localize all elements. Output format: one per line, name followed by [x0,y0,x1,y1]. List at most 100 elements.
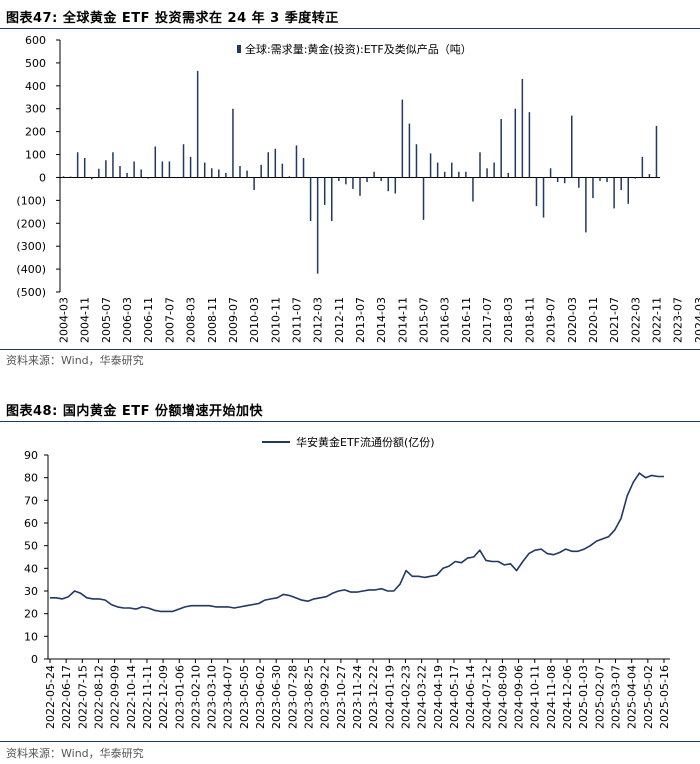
chart2-x-tick-label: 2023-01-06 [173,665,186,729]
chart1-bar [140,169,142,178]
chart1-bar [253,177,255,191]
chart1-bar [239,166,241,178]
chart1-bar [126,172,128,178]
chart1-legend-swatch [237,45,241,53]
chart1-bar [493,162,495,178]
chart1-y-tick-label: 500 [25,57,46,70]
chart1-bar [338,177,340,181]
chart1-bar [267,152,269,178]
chart1-x-tick-label: 2006-11 [142,297,155,343]
chart1-bar [507,172,509,178]
chart2-x-tick-label: 2023-06-02 [254,665,267,729]
chart2-x-tick-label: 2023-07-28 [286,665,299,729]
chart1-bar [62,176,65,178]
chart1-bar [91,177,93,180]
chart1-bar [133,161,135,178]
chart2-x-tick-label: 2022-08-12 [92,665,105,729]
chart1-bar [105,160,107,178]
chart1-x-tick-label: 2018-03 [502,297,515,343]
chart1-bar [345,177,347,185]
chart1-x-tick-label: 2018-11 [523,297,536,343]
chart1-bar [641,156,644,178]
chart1-x-tick-label: 2024-03 [693,297,700,343]
chart1-bar [246,170,248,178]
chart1-bar [479,152,481,178]
chart2-x-tick-label: 2023-06-30 [270,665,283,729]
chart1-bar [521,78,524,178]
chart1-y-tick-label: (400) [16,263,46,276]
chart1-x-tick-label: 2017-07 [481,297,494,343]
chart1-bar [578,177,580,188]
chart2-bottom-rule [0,741,700,742]
chart1-y-tick-label: (500) [16,286,46,299]
chart1-bar [613,177,615,209]
chart1-bar [295,145,298,178]
chart1-bar [429,153,432,178]
chart1-bar [302,157,305,178]
chart1-y-tick-label: 100 [25,149,46,162]
chart1-bar [535,177,538,207]
chart2-y-tick-label: 10 [24,630,38,643]
chart1-bar [189,156,192,178]
chart2-y-tick-label: 80 [24,472,38,485]
chart2-x-tick-label: 2024-10-11 [529,665,542,729]
chart2-x-tick-label: 2024-04-19 [432,665,445,729]
chart1-bar [620,177,622,191]
chart1-x-tick-label: 2022-11 [650,297,663,343]
chart1-bar [316,177,319,274]
chart2-y-tick-label: 70 [24,494,38,507]
chart1-bar [655,125,658,178]
chart1-y-tick-label: 0 [39,171,46,184]
chart1-bar [422,177,425,220]
chart1-bar [260,164,262,178]
chart1-x-tick-label: 2011-07 [290,297,303,343]
chart1-source: 资料来源：Wind，华泰研究 [6,354,144,367]
chart1-x-tick-label: 2016-11 [460,297,473,343]
chart2-x-tick-label: 2024-08-09 [496,665,509,729]
chart1-bar [380,177,382,181]
chart1-bar [112,152,114,178]
chart1-x-tick-label: 2014-03 [375,297,388,343]
chart1-bar [359,177,361,196]
chart1-bar [563,177,566,184]
chart1-y-tick-label: (200) [16,217,46,230]
chart1-bar [571,115,573,178]
chart1-bar [472,177,474,202]
chart2-x-tick-label: 2025-02-07 [593,665,606,729]
chart1-bar [401,99,404,178]
chart2-y-tick-label: 90 [24,449,38,462]
chart1-bar [394,177,397,194]
chart1-x-tick-label: 2008-03 [185,297,198,343]
chart2-x-tick-label: 2023-10-27 [335,665,348,729]
chart2-y-tick-label: 0 [31,653,38,666]
chart1-bar [147,177,149,179]
chart1-bar [627,177,629,204]
chart2-x-tick-label: 2023-12-22 [367,665,380,729]
chart1-bar [542,177,545,218]
chart1-title: 图表47: 全球黄金 ETF 投资需求在 24 年 3 季度转正 [6,11,339,26]
chart2-x-tick-label: 2024-09-06 [513,665,526,729]
chart2-source: 资料来源：Wind，华泰研究 [6,747,144,760]
chart1-x-tick-label: 2023-07 [672,297,685,343]
chart2-x-tick-label: 2023-11-24 [351,665,364,729]
chart1-bar [528,112,531,178]
chart1-bar [288,176,291,178]
chart2-x-tick-label: 2022-09-09 [109,665,122,729]
chart2-x-tick-label: 2023-02-10 [189,665,202,729]
chart1-bar [119,166,121,178]
chart1-x-tick-label: 2009-07 [227,297,240,343]
chart1-bar [387,177,389,192]
chart1-x-tick-label: 2012-03 [312,297,325,343]
chart1-x-tick-label: 2010-03 [248,297,261,343]
chart2-x-tick-label: 2024-06-14 [464,665,477,729]
chart1-legend-label: 全球:需求量:黄金(投资):ETF及类似产品（吨） [245,42,472,56]
chart2-x-tick-label: 2023-08-25 [303,665,316,729]
chart1-bar [331,177,333,221]
chart1-bar [500,119,502,178]
chart1-y-tick-label: (100) [16,194,46,207]
chart2-x-tick-label: 2025-05-16 [658,665,671,729]
chart2-series-line [50,472,664,613]
chart1-bar [436,162,439,178]
chart2-legend-label: 华安黄金ETF流通份额(亿份) [296,435,435,449]
